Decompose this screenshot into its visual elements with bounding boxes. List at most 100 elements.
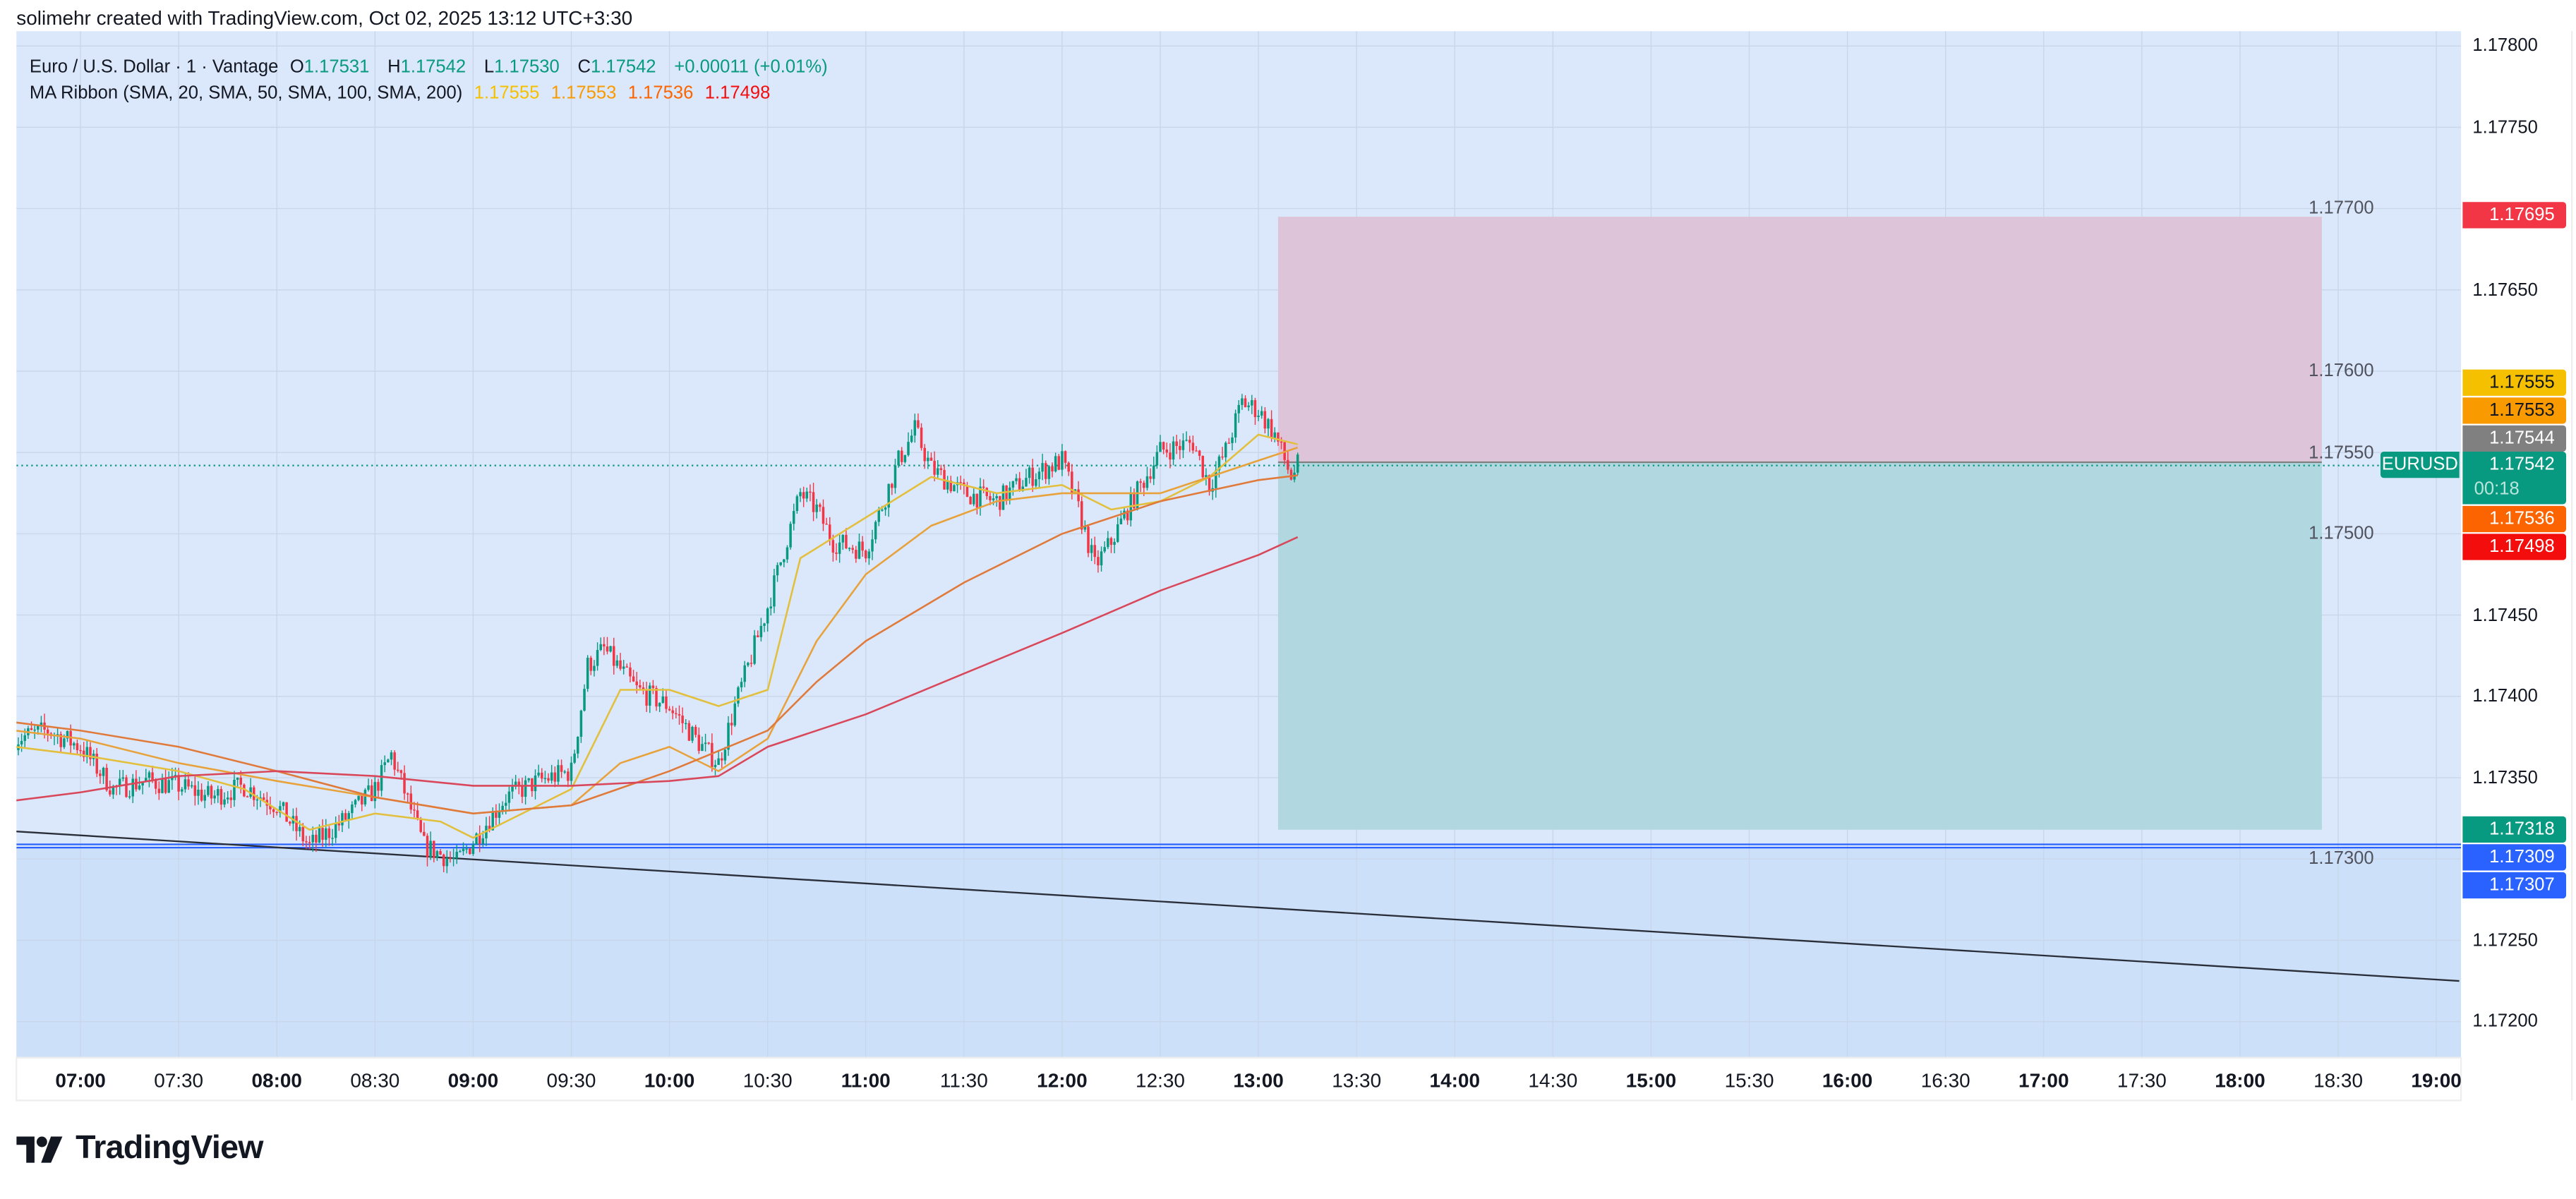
candle-body <box>301 826 305 842</box>
candle-body <box>635 681 638 685</box>
candle-body <box>1188 440 1191 443</box>
indicator-title[interactable]: MA Ribbon (SMA, 20, SMA, 50, SMA, 100, S… <box>29 83 463 104</box>
price-tick: 1.17750 <box>2472 117 2538 138</box>
candle-body <box>655 687 658 707</box>
candle-body <box>1021 486 1025 491</box>
moving-average-sma100 <box>16 474 1298 815</box>
candle-body <box>505 802 507 806</box>
candle-body <box>229 797 233 800</box>
candle-body <box>953 485 956 492</box>
candle-body <box>105 768 108 790</box>
candle-body <box>213 795 216 799</box>
time-tick: 16:30 <box>1920 1069 1970 1092</box>
candle-body <box>1253 400 1257 417</box>
candle-body <box>1165 450 1169 453</box>
candle-body <box>183 779 187 790</box>
candle-body <box>1015 478 1018 481</box>
candle-body <box>1159 442 1162 452</box>
candle-body <box>805 491 809 499</box>
candle-body <box>995 496 998 499</box>
candle-body <box>465 848 468 850</box>
price-tick: 1.17400 <box>2472 686 2538 706</box>
candle-body <box>671 710 674 713</box>
candle-body <box>1008 487 1011 501</box>
candle-body <box>478 833 481 844</box>
candle-body <box>877 510 881 522</box>
candle-body <box>403 773 406 794</box>
candle-body <box>174 775 177 776</box>
candle-body <box>262 797 265 800</box>
time-tick: 17:30 <box>2117 1069 2167 1092</box>
candle-body <box>203 795 206 801</box>
candle-body <box>354 800 357 805</box>
candle-body <box>857 541 861 559</box>
symbol-title[interactable]: Euro / U.S. Dollar · 1 · Vantage <box>29 57 279 78</box>
candle-body <box>1152 465 1155 479</box>
candle-body <box>907 442 910 455</box>
candle-body <box>642 687 645 691</box>
candle-body <box>377 782 380 791</box>
candle-body <box>1123 510 1126 519</box>
low-label: L <box>483 57 495 78</box>
candle-body <box>831 540 835 553</box>
candle-body <box>423 831 426 836</box>
candle-body <box>190 785 193 787</box>
candle-body <box>20 740 23 745</box>
price-tick: 1.17700 <box>2309 198 2374 219</box>
candle-body <box>570 762 573 781</box>
candle-body <box>397 769 399 771</box>
candle-body <box>969 497 972 505</box>
candle-body <box>639 685 642 688</box>
price-axis[interactable] <box>2461 31 2573 1101</box>
time-tick: 10:00 <box>644 1069 695 1092</box>
candle-body <box>1287 459 1289 470</box>
candle-body <box>593 665 596 671</box>
candle-body <box>1273 432 1277 438</box>
candle-body <box>901 450 903 462</box>
candle-body <box>1251 400 1253 406</box>
candle-body <box>757 635 759 637</box>
candle-body <box>645 690 648 706</box>
candle-body <box>753 635 756 664</box>
candle-body <box>903 454 907 462</box>
candle-body <box>495 811 498 818</box>
candle-body <box>1145 476 1149 488</box>
candle-body <box>380 765 383 791</box>
candle-body <box>1093 545 1097 558</box>
candle-body <box>1179 445 1181 450</box>
candle-body <box>982 486 985 488</box>
time-tick: 07:00 <box>55 1069 106 1092</box>
candle-body <box>613 646 615 666</box>
candle-body <box>1051 466 1054 471</box>
candle-body <box>1270 418 1273 438</box>
candle-body <box>1208 475 1211 492</box>
candle-body <box>1149 476 1152 479</box>
candle-body <box>1241 398 1244 405</box>
tradingview-logo[interactable]: TradingView <box>16 1130 264 1168</box>
candle-body <box>685 723 687 725</box>
candle-body <box>769 606 773 609</box>
candle-body <box>893 465 897 488</box>
candle-body <box>802 492 805 499</box>
candle-body <box>66 730 69 739</box>
ma200-price-label: 1.17498 <box>2462 534 2567 560</box>
moving-average-sma200 <box>16 536 1299 802</box>
candle-body <box>1116 524 1119 542</box>
candle-body <box>148 772 151 778</box>
candle-body <box>819 504 821 507</box>
candle-body <box>1133 492 1136 509</box>
candle-body <box>462 848 465 852</box>
candle-body <box>442 854 445 867</box>
candle-body <box>167 780 170 793</box>
candle-body <box>992 498 995 500</box>
candle-body <box>714 764 717 767</box>
candle-body <box>534 775 537 792</box>
price-tick: 1.17600 <box>2309 361 2374 381</box>
candle-body <box>1126 510 1129 521</box>
candle-body <box>1175 441 1178 446</box>
candle-body <box>161 778 164 793</box>
candle-body <box>219 789 223 805</box>
candle-body <box>279 806 282 813</box>
time-tick: 11:30 <box>939 1069 988 1092</box>
